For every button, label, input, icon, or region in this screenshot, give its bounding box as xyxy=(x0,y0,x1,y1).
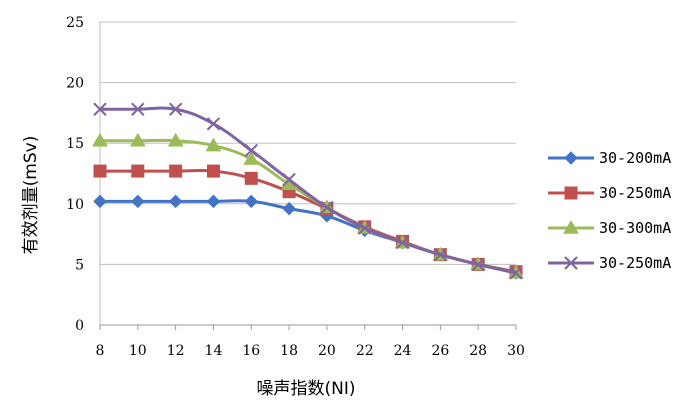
legend-item: 30-250mA xyxy=(548,184,671,202)
data-point xyxy=(244,143,258,158)
grid-lines xyxy=(99,21,516,326)
x-tick-label: 28 xyxy=(469,343,487,359)
data-point xyxy=(131,164,145,178)
data-point xyxy=(169,164,183,178)
x-tick-label: 16 xyxy=(242,343,260,359)
y-tick-label: 25 xyxy=(66,15,84,31)
x-axis-ticks: 8 10 12 14 16 18 20 22 24 26 28 30 xyxy=(96,325,525,359)
data-point xyxy=(167,132,184,147)
data-point xyxy=(243,150,260,165)
data-point xyxy=(395,235,410,250)
x-tick-label: 26 xyxy=(431,343,449,359)
series-line xyxy=(99,106,517,275)
data-point xyxy=(168,194,183,209)
x-tick-label: 24 xyxy=(394,343,412,359)
data-point xyxy=(206,117,221,131)
x-tick-label: 12 xyxy=(167,343,185,359)
series-line xyxy=(100,138,517,275)
legend-item: 30-300mA xyxy=(548,219,671,237)
series-line xyxy=(100,199,517,275)
data-point xyxy=(131,194,145,209)
x-axis-title: 噪声指数(NI) xyxy=(257,379,356,399)
y-tick-label: 15 xyxy=(66,136,84,152)
data-point xyxy=(168,102,183,116)
y-tick-label: 20 xyxy=(66,76,84,92)
data-point xyxy=(282,172,296,187)
legend-label: 30-300mA xyxy=(599,219,671,237)
x-tick-label: 20 xyxy=(318,343,336,359)
x-tick-label: 8 xyxy=(96,343,105,359)
y-axis-title: 有效剂量(mSv) xyxy=(21,136,41,255)
y-tick-label: 10 xyxy=(66,197,84,213)
data-point xyxy=(129,132,146,147)
legend: 30-200mA 30-250mA 30-300mA 30-250mA xyxy=(548,149,671,272)
series-4 xyxy=(93,102,523,280)
legend-label: 30-200mA xyxy=(599,149,671,167)
legend-label: 30-250mA xyxy=(599,184,671,202)
data-point xyxy=(320,200,334,215)
data-point xyxy=(244,171,258,185)
data-point xyxy=(131,102,145,116)
y-axis-ticks: 0 5 10 15 20 25 xyxy=(66,15,84,334)
x-tick-label: 14 xyxy=(205,343,223,359)
legend-marker xyxy=(564,256,578,270)
data-point xyxy=(282,201,296,216)
data-point xyxy=(92,132,108,147)
series-3 xyxy=(92,132,524,279)
legend-marker xyxy=(563,219,579,234)
x-tick-label: 10 xyxy=(129,343,147,359)
legend-item: 30-200mA xyxy=(548,149,671,167)
data-point xyxy=(244,194,258,209)
series-line xyxy=(100,168,517,274)
series-1 xyxy=(93,194,523,280)
data-point xyxy=(206,164,220,178)
series-layer xyxy=(92,102,524,280)
data-point xyxy=(93,164,107,178)
data-point xyxy=(206,194,221,209)
data-point xyxy=(509,266,523,280)
x-tick-label: 30 xyxy=(507,343,525,359)
data-point xyxy=(205,137,222,152)
data-point xyxy=(433,247,448,262)
legend-marker xyxy=(564,186,578,200)
x-tick-label: 18 xyxy=(280,343,298,359)
legend-marker xyxy=(564,151,578,165)
y-tick-label: 5 xyxy=(75,257,84,273)
legend-label: 30-250mA xyxy=(599,254,671,272)
data-point xyxy=(93,102,107,116)
y-tick-label: 0 xyxy=(75,318,84,334)
data-point xyxy=(93,194,107,209)
data-point xyxy=(358,221,372,235)
data-point xyxy=(471,257,485,272)
legend-item: 30-250mA xyxy=(548,254,671,272)
x-tick-label: 22 xyxy=(356,343,374,359)
